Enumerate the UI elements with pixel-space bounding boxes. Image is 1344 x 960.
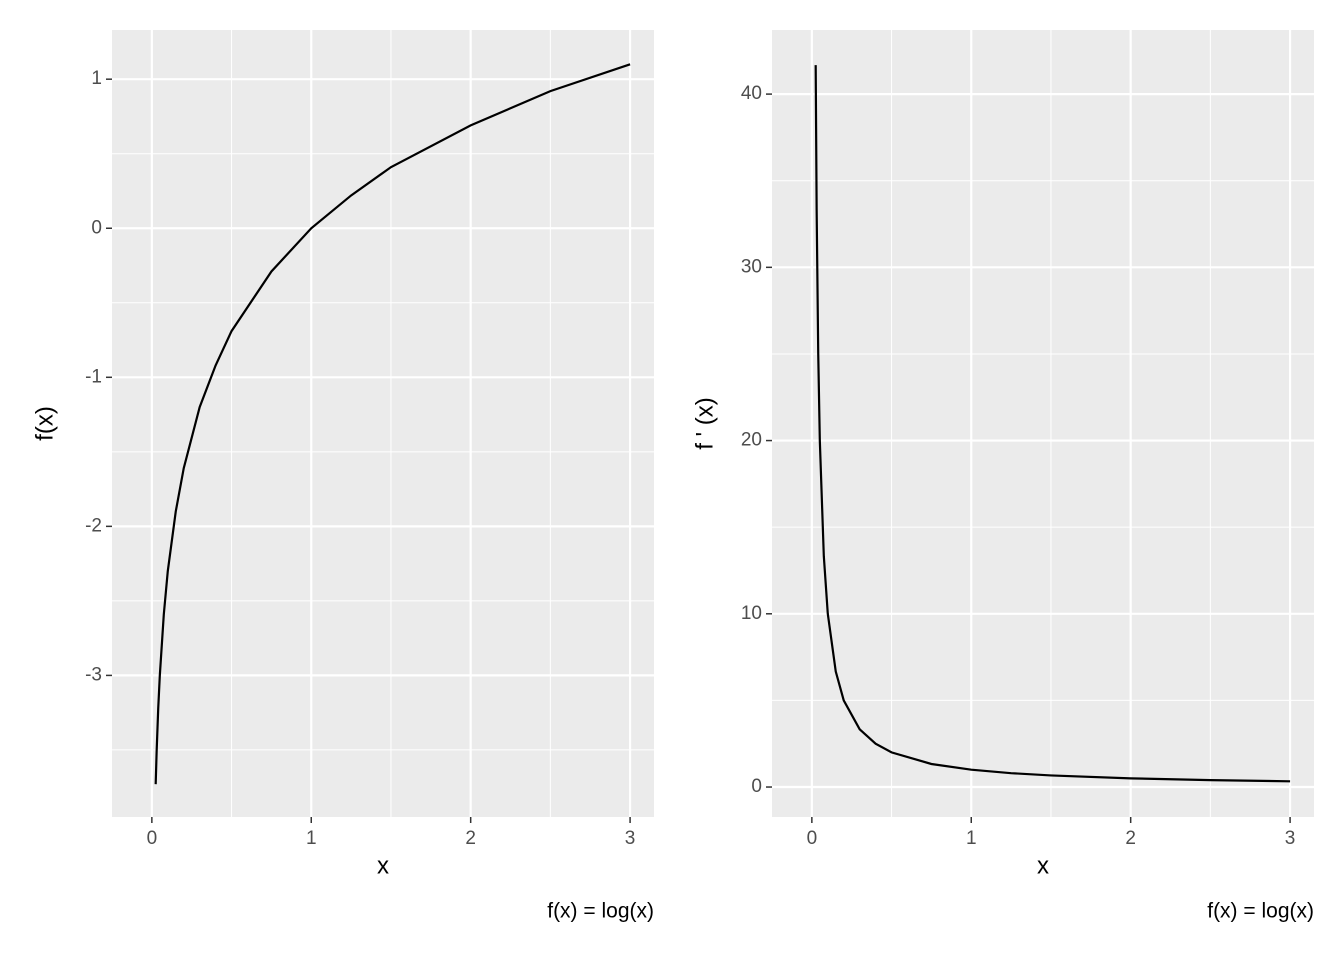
x-axis-title: x	[1037, 852, 1049, 879]
x-tick-label: 2	[1125, 828, 1136, 849]
x-tick-label: 1	[306, 828, 317, 849]
x-tick-label: 3	[625, 828, 636, 849]
caption: f(x) = log(x)	[547, 900, 654, 923]
y-tick-label: 10	[741, 603, 762, 624]
y-tick-label: 30	[741, 256, 762, 277]
data-line	[154, 63, 631, 785]
y-tick-label: -3	[85, 664, 102, 685]
caption: f(x) = log(x)	[1207, 900, 1314, 923]
y-tick-label: -1	[85, 366, 102, 387]
y-tick-label: 40	[741, 83, 762, 104]
y-tick-label: 1	[91, 68, 102, 89]
x-tick-label: 2	[465, 828, 476, 849]
x-tick-label: 0	[807, 828, 818, 849]
panel-background	[772, 30, 1314, 817]
x-tick-label: 1	[966, 828, 977, 849]
data-line	[814, 65, 1291, 783]
x-tick-label: 0	[147, 828, 158, 849]
y-axis-title: f(x)	[31, 406, 58, 441]
y-tick-label: 0	[751, 776, 762, 797]
y-tick-label: -2	[85, 515, 102, 536]
y-tick-label: 20	[741, 430, 762, 451]
x-tick-label: 3	[1285, 828, 1296, 849]
panel-background	[112, 30, 654, 817]
y-tick-label: 0	[91, 217, 102, 238]
y-axis-title: f ' (x)	[691, 397, 718, 450]
x-axis-title: x	[377, 852, 389, 879]
